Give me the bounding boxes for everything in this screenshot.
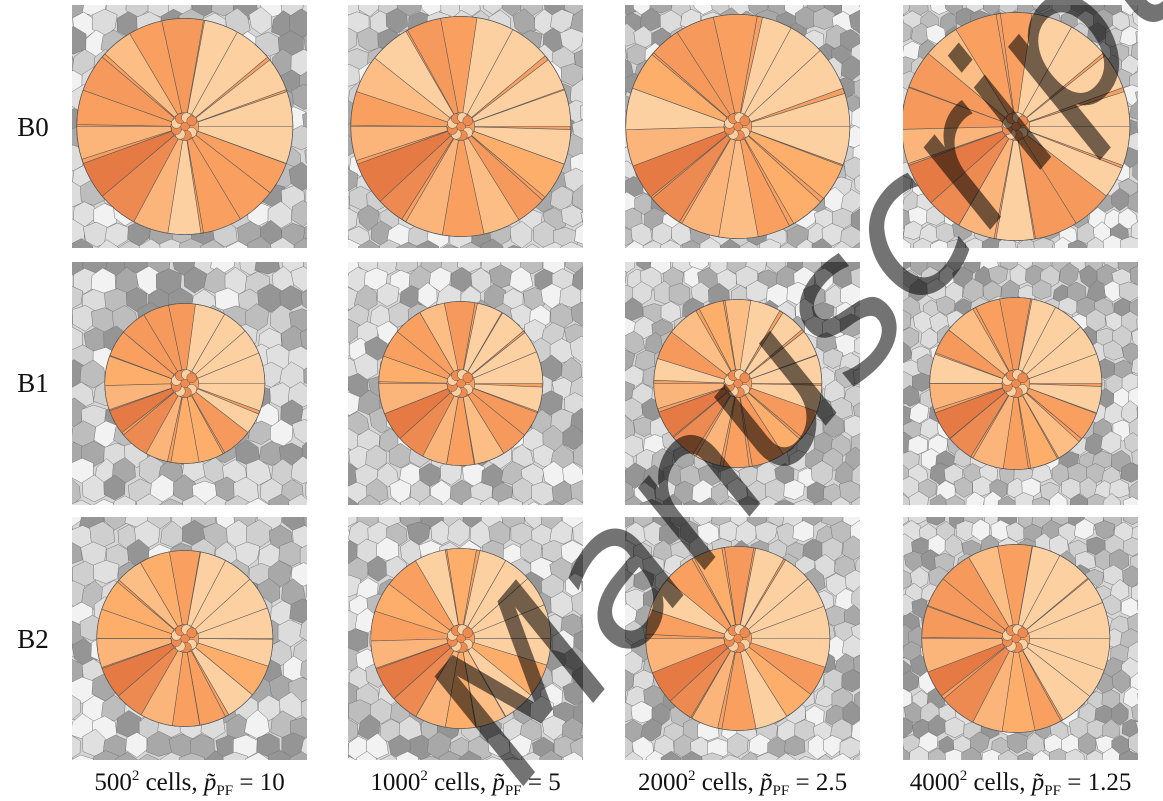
figure: B0 B1 B2 5002 cells, p̃PF = 1010002 cell…	[0, 0, 1163, 801]
watermark-layer: Manuscript	[0, 0, 1163, 801]
watermark: Manuscript	[385, 0, 1163, 801]
